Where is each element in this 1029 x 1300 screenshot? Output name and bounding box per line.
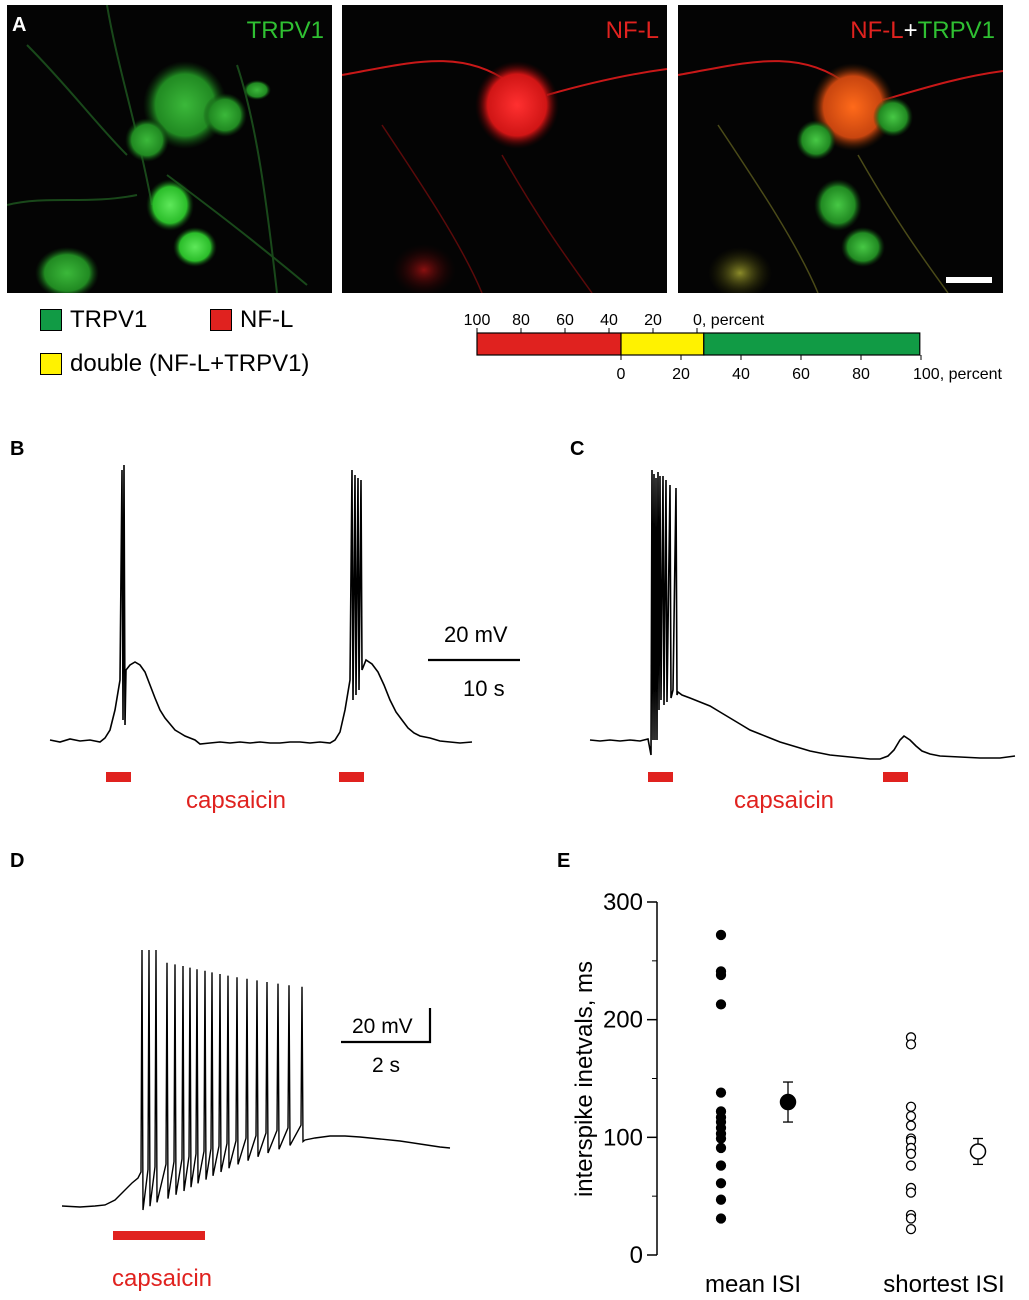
trpv1-cells-image [7, 5, 308, 293]
isi-point-2-4 [905, 1111, 917, 1122]
stimulus-bar-c-2 [883, 772, 908, 782]
isi-point-2-2 [905, 1039, 917, 1050]
top-axis-label-1: 80 [512, 312, 530, 329]
bottom-axis-label-2: 40 [732, 366, 750, 383]
y-tick-label-3: 300 [603, 889, 643, 916]
isi-point-1-15 [715, 1194, 727, 1205]
bottom-axis-label-3: 60 [792, 366, 810, 383]
micrograph-title-merged: NF-L+TRPV1 [850, 17, 995, 44]
isi-point-2-10 [905, 1160, 917, 1171]
y-tick-label-0: 0 [630, 1242, 643, 1269]
voltage-trace-c [589, 469, 1016, 760]
percent-segment-3 [703, 332, 921, 356]
scale-bar [946, 277, 992, 283]
merged-cells-image [678, 60, 1003, 293]
isi-point-1-1 [715, 929, 727, 941]
panel-label-c: C [570, 438, 585, 460]
trace-c: capsaicin [589, 469, 1016, 814]
nfl-cells-image [342, 60, 667, 293]
isi-point-2-9 [905, 1148, 917, 1159]
stimulus-bar-c-1 [648, 772, 673, 782]
mean-marker-1 [779, 1093, 797, 1111]
micrograph-title-nfl: NF-L [605, 17, 659, 44]
isi-point-1-4 [715, 999, 727, 1010]
isi-point-2-3 [905, 1101, 917, 1112]
top-axis-label-4: 20 [644, 312, 662, 329]
panel-label-e: E [557, 850, 571, 872]
isi-point-2-15 [905, 1223, 917, 1235]
stimulus-label-b: capsaicin [186, 787, 286, 814]
stimulus-bar-d [113, 1231, 205, 1240]
isi-point-2-14 [905, 1213, 917, 1224]
scale-bar-b [428, 658, 520, 662]
legend-double: double (NF-L+TRPV1) [40, 350, 309, 378]
voltage-trace-d [61, 949, 451, 1211]
legend-swatch-trpv1 [40, 309, 62, 331]
percent-bar-chart: 100 80 60 40 20 0, percent 0 20 40 60 80 100, perce… [464, 312, 1003, 383]
top-axis-label-2: 60 [556, 312, 574, 329]
legend-swatch-double [40, 353, 62, 375]
bottom-axis-label-0: 0 [617, 366, 626, 383]
voltage-trace-b [49, 464, 473, 745]
y-tick-label-1: 100 [603, 1124, 643, 1151]
bottom-axis-label-5: 100, percent [913, 366, 1003, 383]
isi-point-2-12 [905, 1187, 917, 1198]
top-axis-label-5: 0, percent [693, 312, 765, 329]
isi-point-1-14 [715, 1178, 727, 1189]
scale-mv-d: 20 mV [352, 1015, 413, 1038]
micrograph-trpv1: TRPV1 [7, 5, 332, 293]
trace-b: 20 mV 10 s capsaicin [49, 464, 520, 814]
isi-point-1-3 [715, 969, 727, 981]
scale-mv-b: 20 mV [444, 622, 508, 647]
isi-scatter-chart: 0 100 200 300 interspike inetvals, ms mean IS… [571, 889, 1005, 1298]
legend-nfl: NF-L [210, 306, 293, 334]
isi-point-1-11 [715, 1133, 727, 1144]
bottom-axis-label-4: 80 [852, 366, 870, 383]
legend-trpv1: TRPV1 [40, 306, 147, 334]
percent-segment-1 [476, 332, 622, 356]
y-axis-label: interspike inetvals, ms [571, 961, 598, 1197]
stimulus-label-d: capsaicin [112, 1265, 212, 1292]
isi-point-1-16 [715, 1213, 727, 1224]
isi-point-2-5 [905, 1120, 917, 1131]
panel-label-b: B [10, 438, 25, 460]
legend-label-nfl: NF-L [240, 306, 294, 333]
panel-label-a: A [12, 14, 27, 36]
category-label-2: shortest ISI [883, 1271, 1004, 1298]
bottom-axis-label-1: 20 [672, 366, 690, 383]
panel-label-d: D [10, 850, 25, 872]
legend-label-trpv1: TRPV1 [70, 306, 148, 333]
top-axis-label-0: 100 [464, 312, 491, 329]
scale-s-d: 2 s [372, 1054, 400, 1077]
micrograph-title-trpv1: TRPV1 [246, 17, 324, 44]
percent-segment-2 [620, 332, 705, 356]
percent-bar-plot: 100 80 60 40 20 0, percent 0 20 40 60 80 100, perce… [464, 312, 1003, 383]
micrograph-nfl: NF-L [342, 5, 667, 293]
stimulus-bar-b-2 [339, 772, 364, 782]
trace-d: 20 mV 2 s capsaicin [61, 949, 451, 1292]
stimulus-bar-b-1 [106, 772, 131, 782]
category-label-1: mean ISI [705, 1271, 801, 1298]
stimulus-label-c: capsaicin [734, 787, 834, 814]
scale-s-b: 10 s [463, 676, 505, 701]
scale-bar-d [341, 1008, 432, 1044]
micrograph-merged: NF-L+TRPV1 [678, 5, 1003, 293]
legend-label-double: double (NF-L+TRPV1) [70, 350, 310, 377]
isi-point-1-13 [715, 1160, 727, 1171]
mean-marker-2 [969, 1143, 987, 1160]
top-axis-label-3: 40 [600, 312, 618, 329]
isi-point-1-12 [715, 1142, 727, 1154]
isi-point-1-5 [715, 1087, 727, 1098]
isi-scatter-plot: 0 100 200 300 interspike inetvals, ms mean IS… [571, 889, 1005, 1298]
y-tick-label-2: 200 [603, 1007, 643, 1034]
legend-swatch-nfl [210, 309, 232, 331]
